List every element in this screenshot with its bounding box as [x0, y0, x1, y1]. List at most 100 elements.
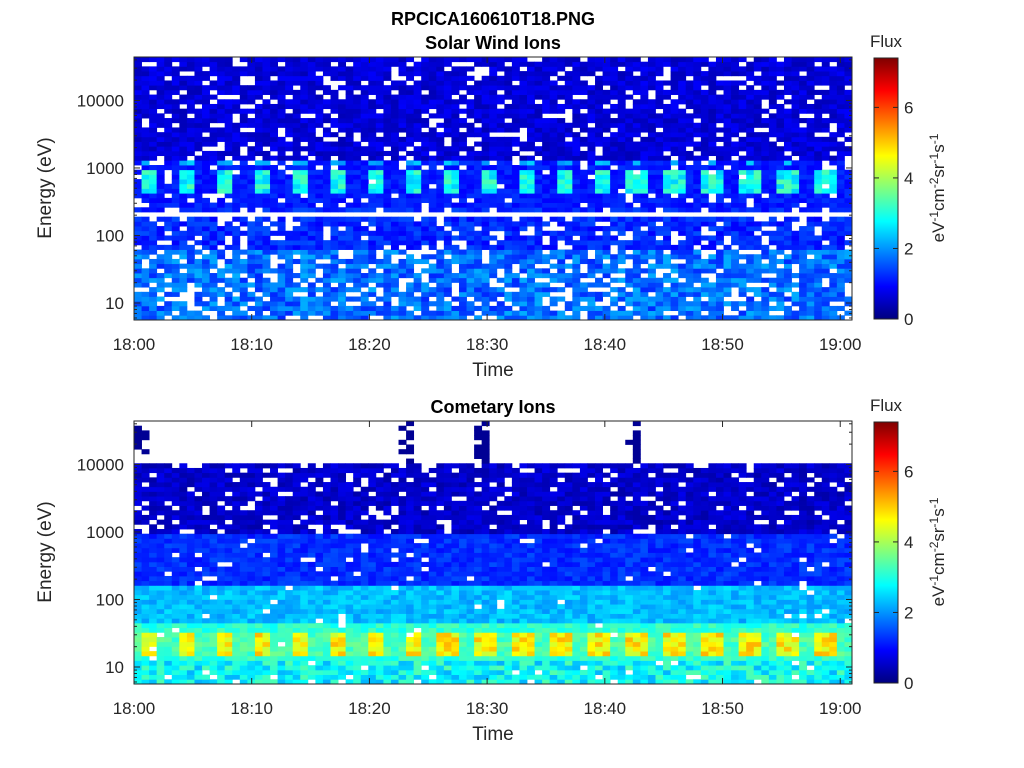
- heatmap-cell: [595, 66, 603, 72]
- heatmap-cell: [806, 66, 815, 72]
- heatmap-cell: [625, 310, 634, 316]
- heatmap-cell: [542, 165, 551, 171]
- heatmap-cell: [224, 61, 233, 67]
- heatmap-cell: [814, 310, 823, 316]
- heatmap-cell: [368, 287, 377, 293]
- heatmap-cell: [693, 85, 702, 91]
- heatmap-cell: [663, 221, 672, 227]
- heatmap-cell: [768, 254, 777, 260]
- heatmap-cell: [156, 174, 165, 180]
- heatmap-cell: [164, 305, 173, 312]
- heatmap-cell: [776, 94, 785, 100]
- heatmap-cell: [390, 94, 399, 100]
- heatmap-cell: [277, 305, 286, 312]
- heatmap-cell: [458, 197, 467, 203]
- heatmap-cell: [307, 310, 316, 316]
- heatmap-cell: [353, 287, 362, 293]
- heatmap-cell: [542, 118, 551, 124]
- heatmap-cell: [156, 482, 165, 488]
- heatmap-cell: [814, 108, 823, 114]
- heatmap-cell: [164, 472, 173, 478]
- heatmap-cell: [254, 80, 263, 86]
- heatmap-cell: [821, 103, 830, 110]
- heatmap-cell: [776, 146, 785, 152]
- heatmap-cell: [466, 254, 475, 260]
- heatmap-cell: [436, 310, 445, 316]
- heatmap-cell: [277, 287, 286, 293]
- heatmap-cell: [647, 75, 656, 81]
- heatmap-cell: [239, 118, 248, 124]
- heatmap-cell: [360, 226, 369, 232]
- heatmap-cell: [783, 66, 792, 72]
- heatmap-cell: [202, 557, 210, 563]
- heatmap-cell: [209, 113, 218, 119]
- heatmap-cell: [428, 240, 437, 246]
- heatmap-cell: [776, 132, 785, 138]
- heatmap-cell: [836, 132, 845, 138]
- heatmap-cell: [307, 254, 316, 260]
- heatmap-cell: [647, 188, 656, 194]
- heatmap-cell: [768, 230, 777, 236]
- heatmap-cell: [731, 254, 740, 260]
- heatmap-cell: [579, 235, 588, 241]
- heatmap-cell: [375, 202, 384, 208]
- heatmap-cell: [693, 301, 702, 307]
- heatmap-cell: [504, 235, 513, 241]
- heatmap-cell: [262, 315, 271, 320]
- heatmap-cell: [285, 132, 294, 138]
- heatmap-cell: [632, 61, 641, 67]
- heatmap-cell: [232, 268, 241, 274]
- heatmap-cell: [836, 57, 845, 63]
- heatmap-cell: [474, 188, 483, 194]
- heatmap-cell: [209, 258, 218, 265]
- heatmap-cell: [383, 174, 392, 180]
- heatmap-cell: [239, 221, 248, 227]
- heatmap-cell: [595, 268, 603, 274]
- heatmap-cell: [141, 75, 150, 81]
- heatmap-cell: [587, 207, 596, 213]
- heatmap-cell: [504, 136, 513, 142]
- heatmap-cell: [141, 674, 150, 680]
- heatmap-cell: [300, 94, 309, 100]
- heatmap-cell: [489, 287, 498, 293]
- heatmap-cell: [844, 263, 852, 269]
- heatmap-cell: [527, 174, 535, 180]
- heatmap-cell: [375, 197, 384, 203]
- heatmap-cell: [156, 599, 165, 605]
- heatmap-cell: [247, 61, 256, 67]
- heatmap-cell: [602, 244, 611, 250]
- heatmap-cell: [164, 505, 173, 511]
- heatmap-cell: [610, 183, 619, 189]
- heatmap-cell: [232, 240, 241, 246]
- heatmap-cell: [610, 75, 619, 81]
- heatmap-cell: [776, 118, 785, 124]
- heatmap-cell: [217, 89, 226, 95]
- heatmap-cell: [164, 665, 173, 671]
- heatmap-cell: [564, 122, 573, 128]
- heatmap-cell: [413, 160, 422, 166]
- heatmap-cell: [542, 273, 551, 279]
- heatmap-cell: [640, 315, 649, 320]
- heatmap-cell: [458, 66, 467, 72]
- heatmap-cell: [292, 193, 301, 199]
- heatmap-cell: [753, 244, 762, 250]
- heatmap-cell: [179, 669, 188, 676]
- heatmap-cell: [368, 169, 377, 175]
- heatmap-cell: [368, 193, 377, 199]
- heatmap-cell: [330, 169, 339, 175]
- heatmap-cell: [640, 268, 649, 274]
- heatmap-cell: [738, 103, 747, 110]
- heatmap-cell: [383, 66, 392, 72]
- heatmap-cell: [715, 291, 724, 297]
- heatmap-cell: [443, 221, 452, 227]
- heatmap-cell: [345, 57, 354, 63]
- heatmap-cell: [534, 230, 543, 236]
- heatmap-cell: [829, 310, 838, 316]
- heatmap-cell: [247, 249, 256, 255]
- heatmap-cell: [481, 85, 490, 91]
- heatmap-cell: [353, 99, 362, 105]
- heatmap-cell: [791, 169, 800, 175]
- heatmap-cell: [202, 552, 210, 558]
- heatmap-cell: [708, 118, 717, 124]
- heatmap-cell: [821, 146, 830, 152]
